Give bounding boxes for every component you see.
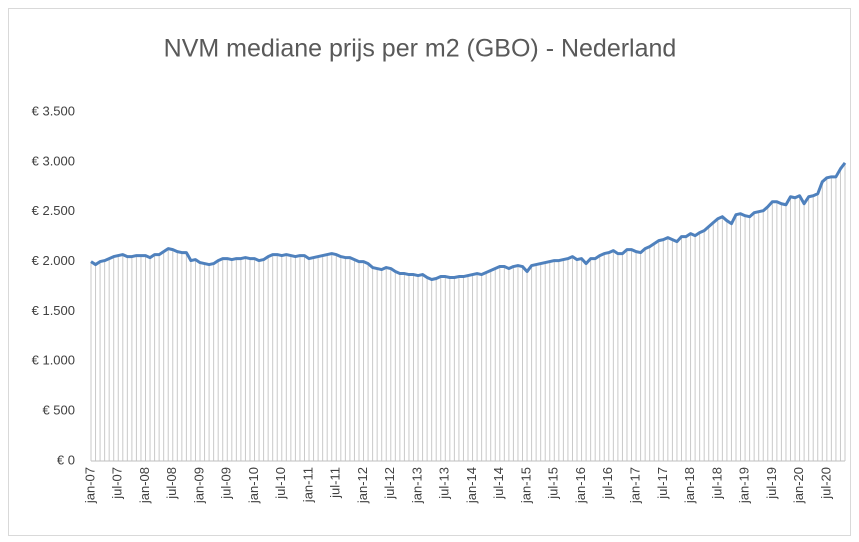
x-tick-label: jan-07 xyxy=(82,467,97,504)
x-tick-label: jul-15 xyxy=(546,467,561,500)
x-tick-label: jul-18 xyxy=(709,467,724,500)
chart-frame xyxy=(8,8,851,536)
x-tick-label: jul-17 xyxy=(655,467,670,500)
y-tick-label: € 2.500 xyxy=(32,203,75,218)
x-tick-label: jan-19 xyxy=(737,467,752,504)
x-tick-label: jan-12 xyxy=(355,467,370,504)
x-tick-label: jul-11 xyxy=(328,467,343,499)
y-tick-label: € 3.000 xyxy=(32,153,75,168)
x-tick-label: jan-17 xyxy=(627,467,642,504)
x-tick-label: jan-13 xyxy=(409,467,424,504)
y-tick-label: € 2.000 xyxy=(32,253,75,268)
x-tick-label: jan-20 xyxy=(791,467,806,504)
x-tick-label: jul-09 xyxy=(219,467,234,500)
y-tick-label: € 1.500 xyxy=(32,303,75,318)
x-tick-label: jul-08 xyxy=(164,467,179,500)
x-tick-label: jul-13 xyxy=(437,467,452,500)
x-tick-label: jul-16 xyxy=(600,467,615,500)
x-tick-label: jul-10 xyxy=(273,467,288,500)
y-tick-label: € 1.000 xyxy=(32,353,75,368)
x-tick-label: jan-15 xyxy=(518,467,533,504)
x-tick-label: jan-14 xyxy=(464,467,479,504)
x-tick-label: jan-09 xyxy=(191,467,206,504)
y-tick-label: € 3.500 xyxy=(32,103,75,118)
x-tick-label: jul-07 xyxy=(110,467,125,500)
x-tick-label: jan-10 xyxy=(246,467,261,504)
y-tick-label: € 500 xyxy=(42,403,75,418)
series-line xyxy=(90,161,847,282)
x-tick-label: jul-19 xyxy=(764,467,779,500)
x-tick-label: jan-11 xyxy=(300,467,315,503)
x-tick-label: jan-18 xyxy=(682,467,697,504)
chart-title: NVM mediane prijs per m2 (GBO) - Nederla… xyxy=(164,35,677,63)
x-tick-label: jul-12 xyxy=(382,467,397,500)
x-tick-label: jan-08 xyxy=(137,467,152,504)
y-tick-label: € 0 xyxy=(57,452,75,467)
x-tick-label: jan-16 xyxy=(573,467,588,504)
x-tick-label: jul-20 xyxy=(818,467,833,500)
x-tick-label: jul-14 xyxy=(491,467,506,500)
